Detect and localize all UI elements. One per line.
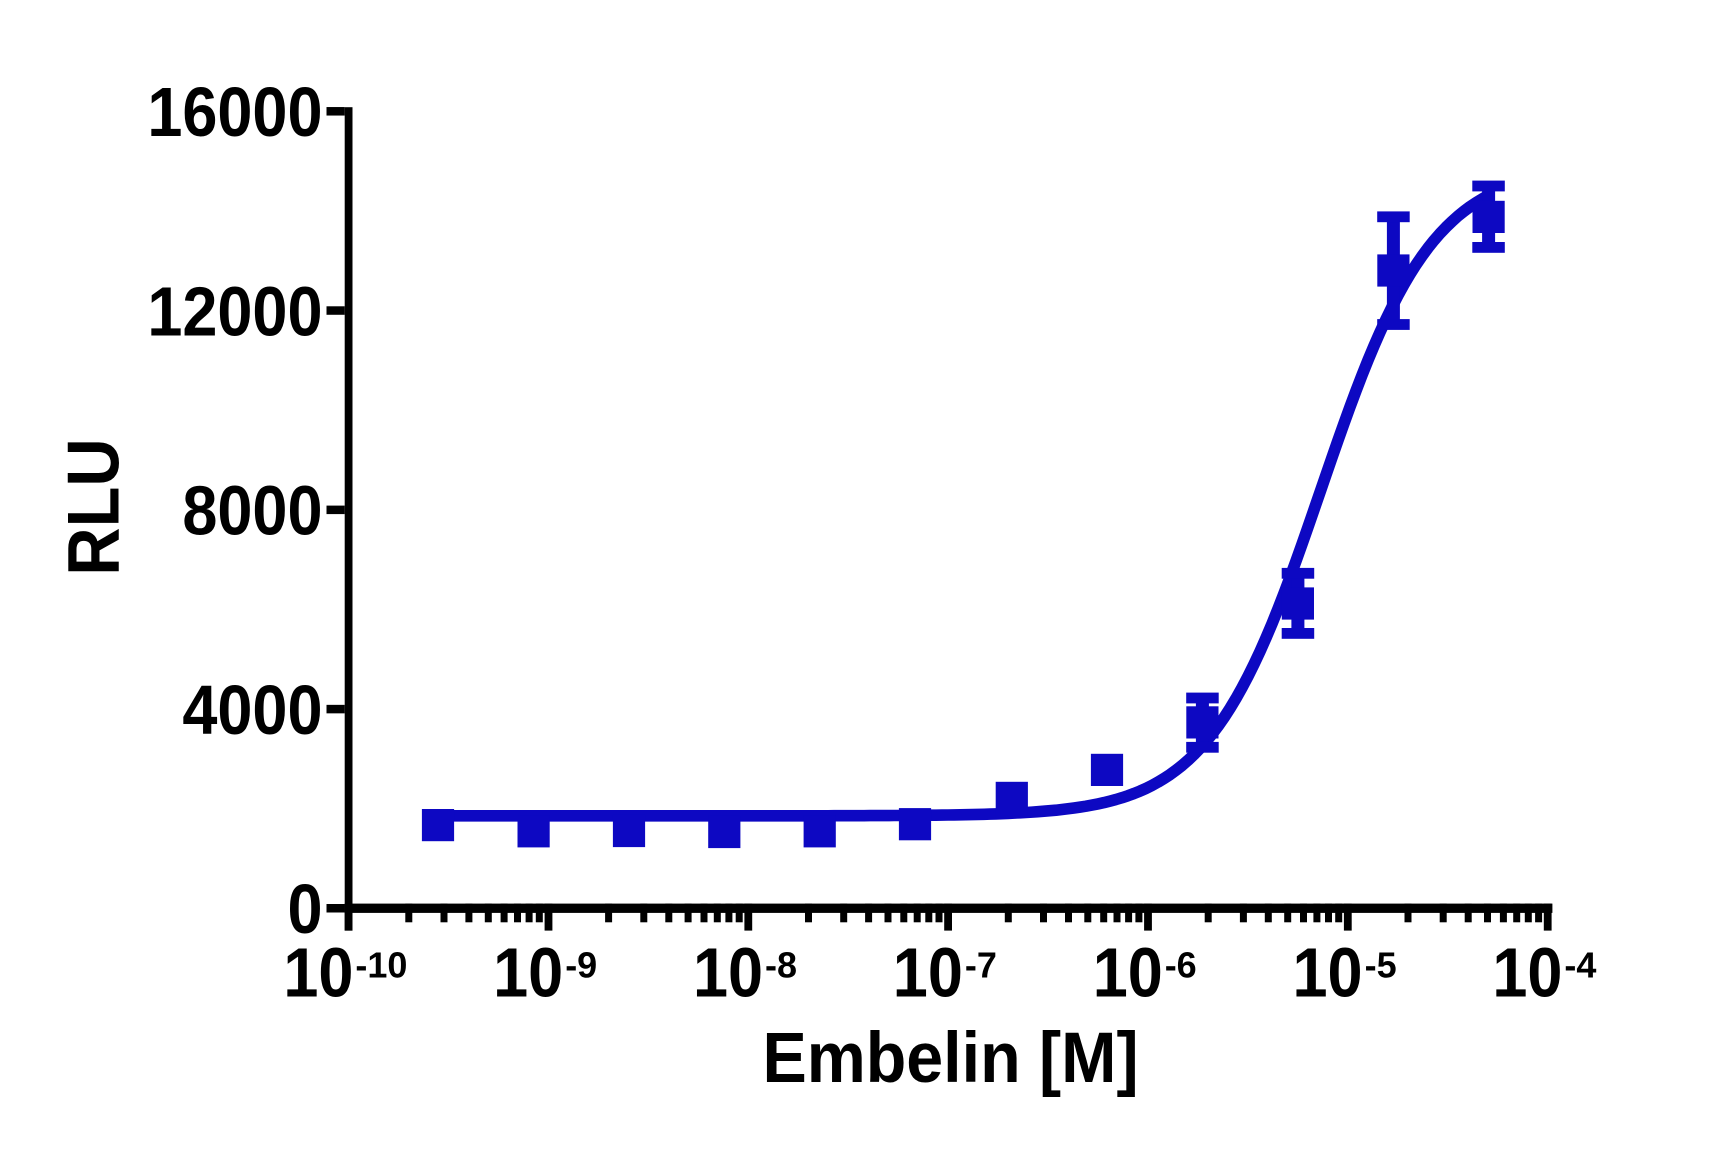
svg-text:10: 10 <box>893 934 963 1012</box>
svg-text:4000: 4000 <box>182 672 322 750</box>
svg-text:-6: -6 <box>1165 945 1197 986</box>
svg-text:10: 10 <box>1492 934 1562 1012</box>
svg-text:10: 10 <box>1293 934 1363 1012</box>
svg-text:8000: 8000 <box>182 473 322 551</box>
svg-text:10: 10 <box>283 934 353 1012</box>
svg-text:12000: 12000 <box>147 273 322 351</box>
svg-text:-10: -10 <box>355 945 407 986</box>
svg-text:10: 10 <box>493 934 563 1012</box>
svg-text:-8: -8 <box>765 945 797 986</box>
svg-text:-5: -5 <box>1365 945 1397 986</box>
svg-text:10: 10 <box>693 934 763 1012</box>
svg-text:-4: -4 <box>1564 945 1596 986</box>
svg-text:16000: 16000 <box>147 74 322 152</box>
svg-text:-9: -9 <box>565 945 597 986</box>
svg-text:RLU: RLU <box>53 438 134 575</box>
svg-text:Embelin [M]: Embelin [M] <box>762 1018 1138 1098</box>
svg-text:10: 10 <box>1093 934 1163 1012</box>
svg-text:-7: -7 <box>965 945 997 986</box>
svg-text:0: 0 <box>287 871 322 949</box>
